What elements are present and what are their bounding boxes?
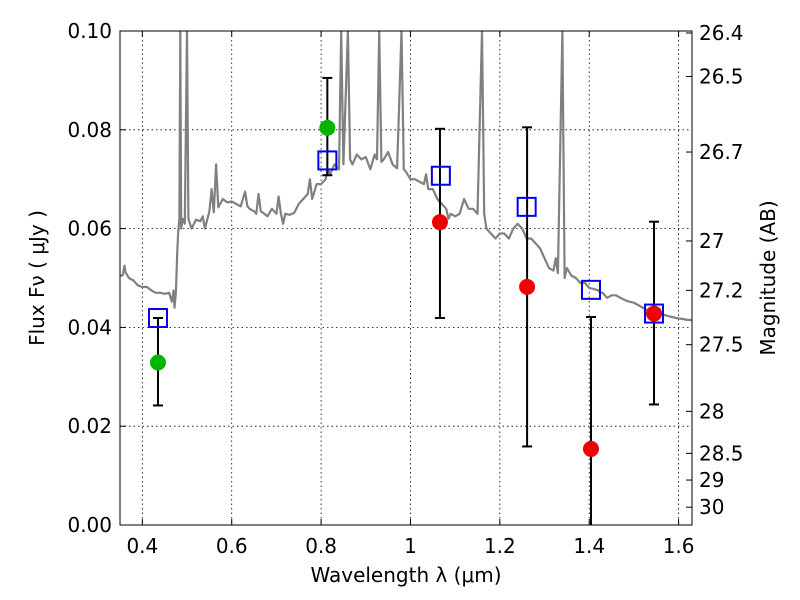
right-tick-label: 26.5 [699,64,744,88]
x-tick-label: 0.4 [126,534,158,558]
right-tick-label: 30 [699,495,724,519]
x-axis-label: Wavelength λ (μm) [310,563,501,587]
right-tick-label: 27 [699,229,724,253]
x-tick-label: 0.8 [305,534,337,558]
right-tick-label: 27.2 [699,278,744,302]
observed-point [319,119,336,136]
gridlines [120,30,692,526]
model-point [644,303,665,324]
model-point [581,279,602,300]
y-tick-label: 0.04 [67,315,112,339]
observed-point [646,305,663,322]
y-tick-label: 0.00 [67,513,112,537]
x-tick-label: 1.2 [484,534,516,558]
observed-point [583,440,600,457]
x-tick-label: 0.6 [216,534,248,558]
right-tick-label: 28 [699,399,724,423]
model-point [147,308,168,329]
sed-curve-layer [120,31,692,322]
x-tick-label: 1 [404,534,417,558]
right-axis-label: Magnitude (AB) [756,200,780,355]
right-tick-label: 28.5 [699,441,744,465]
model-points [147,150,665,329]
error-bars [152,76,660,525]
sed-curve [120,31,692,322]
right-tick-label: 27.5 [699,333,744,357]
y-tick-label: 0.10 [67,19,112,43]
y-tick-label: 0.08 [67,118,112,142]
model-point [516,196,537,217]
x-tick-label: 1.6 [663,534,695,558]
observed-point [519,278,536,295]
right-axis-ticks: 26.4 26.5 26.7 27 27.2 27.5 28 28.5 29 30 [686,21,744,519]
y-tick-label: 0.06 [67,217,112,241]
right-tick-label: 29 [699,468,724,492]
model-point [317,150,338,171]
right-tick-label: 26.7 [699,140,744,164]
observed-point [149,354,166,371]
observed-point [431,214,448,231]
y-tick-label: 0.02 [67,414,112,438]
y-axis-ticks: 0.00 0.02 0.04 0.06 0.08 0.10 [67,19,126,537]
plot-frame [119,30,693,526]
x-tick-label: 1.4 [573,534,605,558]
y-axis-label: Flux Fν ( μJy ) [25,210,49,346]
x-axis-ticks: 0.4 0.6 0.8 1 1.2 1.4 1.6 [126,31,695,558]
observed-points [149,119,663,457]
right-tick-label: 26.4 [699,21,744,45]
model-point [430,165,451,186]
